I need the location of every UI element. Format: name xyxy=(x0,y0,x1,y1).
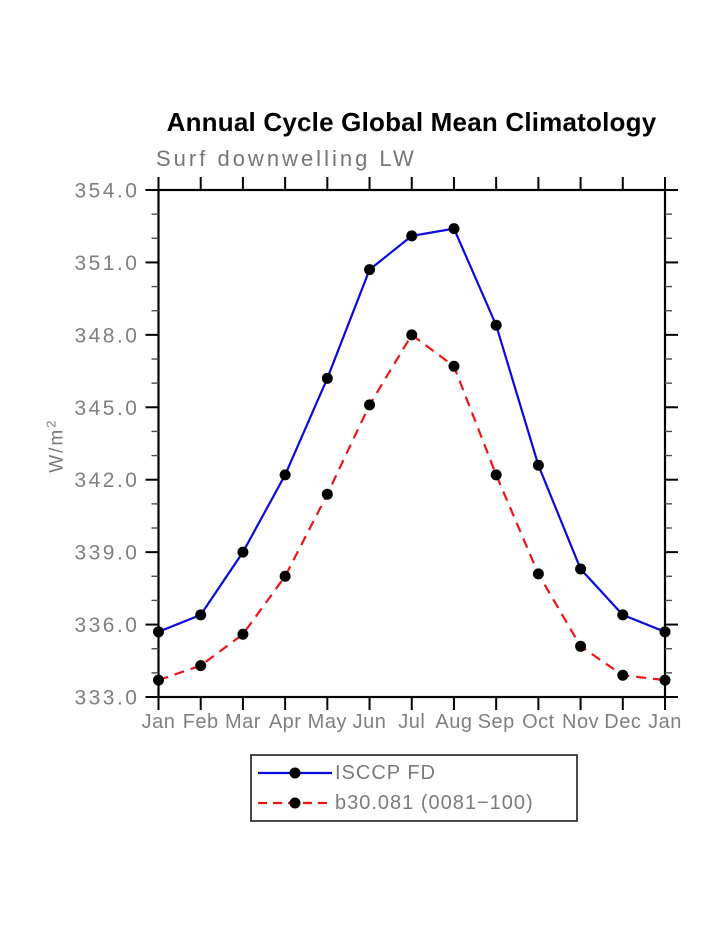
data-point-marker xyxy=(575,563,587,575)
data-point-marker xyxy=(237,628,249,640)
x-tick-label: Mar xyxy=(225,711,261,733)
x-tick-label: Jun xyxy=(353,711,387,733)
data-point-marker xyxy=(153,626,164,638)
x-tick-label: Dec xyxy=(604,711,641,733)
y-tick-label: 339.0 xyxy=(74,542,139,565)
data-point-marker xyxy=(321,488,333,500)
data-point-marker xyxy=(406,230,418,242)
x-tick-label: Nov xyxy=(562,711,599,733)
legend-marker-dot xyxy=(289,767,301,779)
data-point-marker xyxy=(364,399,376,411)
data-point-marker xyxy=(659,674,671,686)
data-point-marker xyxy=(279,469,291,481)
chart-title: Annual Cycle Global Mean Climatology xyxy=(166,107,657,137)
data-point-marker xyxy=(448,223,460,235)
data-point-marker xyxy=(532,568,544,580)
data-point-marker xyxy=(532,459,544,471)
legend-marker-dot xyxy=(289,797,301,809)
x-tick-label: Aug xyxy=(435,711,472,733)
data-point-marker xyxy=(448,360,460,372)
legend-item-isccp-fd: ISCCP FD xyxy=(252,758,576,788)
x-tick-label: Jan xyxy=(142,711,176,733)
y-tick-label: 336.0 xyxy=(74,614,139,637)
y-tick-label: 333.0 xyxy=(74,687,139,710)
data-point-marker xyxy=(659,626,671,638)
legend-label-b30-081: b30.081 (0081−100) xyxy=(335,791,534,814)
data-point-marker xyxy=(490,319,502,331)
data-point-marker xyxy=(279,570,291,582)
legend-label-isccp-fd: ISCCP FD xyxy=(335,761,436,784)
legend-box: ISCCP FD b30.081 (0081−100) xyxy=(250,754,578,822)
series-line-b30-081 xyxy=(158,333,666,682)
x-tick-label: Apr xyxy=(269,711,302,733)
data-point-marker xyxy=(195,660,207,672)
x-tick-label: Oct xyxy=(522,711,555,733)
x-tick-label: Sep xyxy=(478,711,515,733)
data-point-marker xyxy=(617,609,629,621)
x-tick-label: Feb xyxy=(183,711,219,733)
legend-item-b30-081: b30.081 (0081−100) xyxy=(252,788,576,818)
series-line-isccp-fd xyxy=(158,227,666,633)
y-tick-label: 345.0 xyxy=(74,397,139,420)
data-point-marker xyxy=(153,674,164,686)
data-point-marker xyxy=(406,329,418,341)
data-point-marker xyxy=(195,609,207,621)
data-point-marker xyxy=(237,546,249,558)
data-point-marker xyxy=(617,669,629,681)
chart-subtitle: Surf downwelling LW xyxy=(156,146,417,171)
x-tick-label: Jan xyxy=(648,711,682,733)
legend-key-dashed-line xyxy=(258,797,332,809)
y-tick-label: 354.0 xyxy=(74,180,139,203)
data-point-marker xyxy=(321,372,333,384)
x-tick-label: Jul xyxy=(398,711,425,733)
plot-frame xyxy=(157,188,667,699)
y-tick-label: 342.0 xyxy=(74,469,139,492)
data-point-marker xyxy=(575,640,587,652)
legend-key-solid-line xyxy=(258,767,332,779)
y-tick-label: 351.0 xyxy=(74,252,139,275)
data-point-marker xyxy=(364,264,376,276)
x-tick-label: May xyxy=(308,711,347,733)
data-point-marker xyxy=(490,469,502,481)
y-tick-label: 348.0 xyxy=(74,324,139,347)
